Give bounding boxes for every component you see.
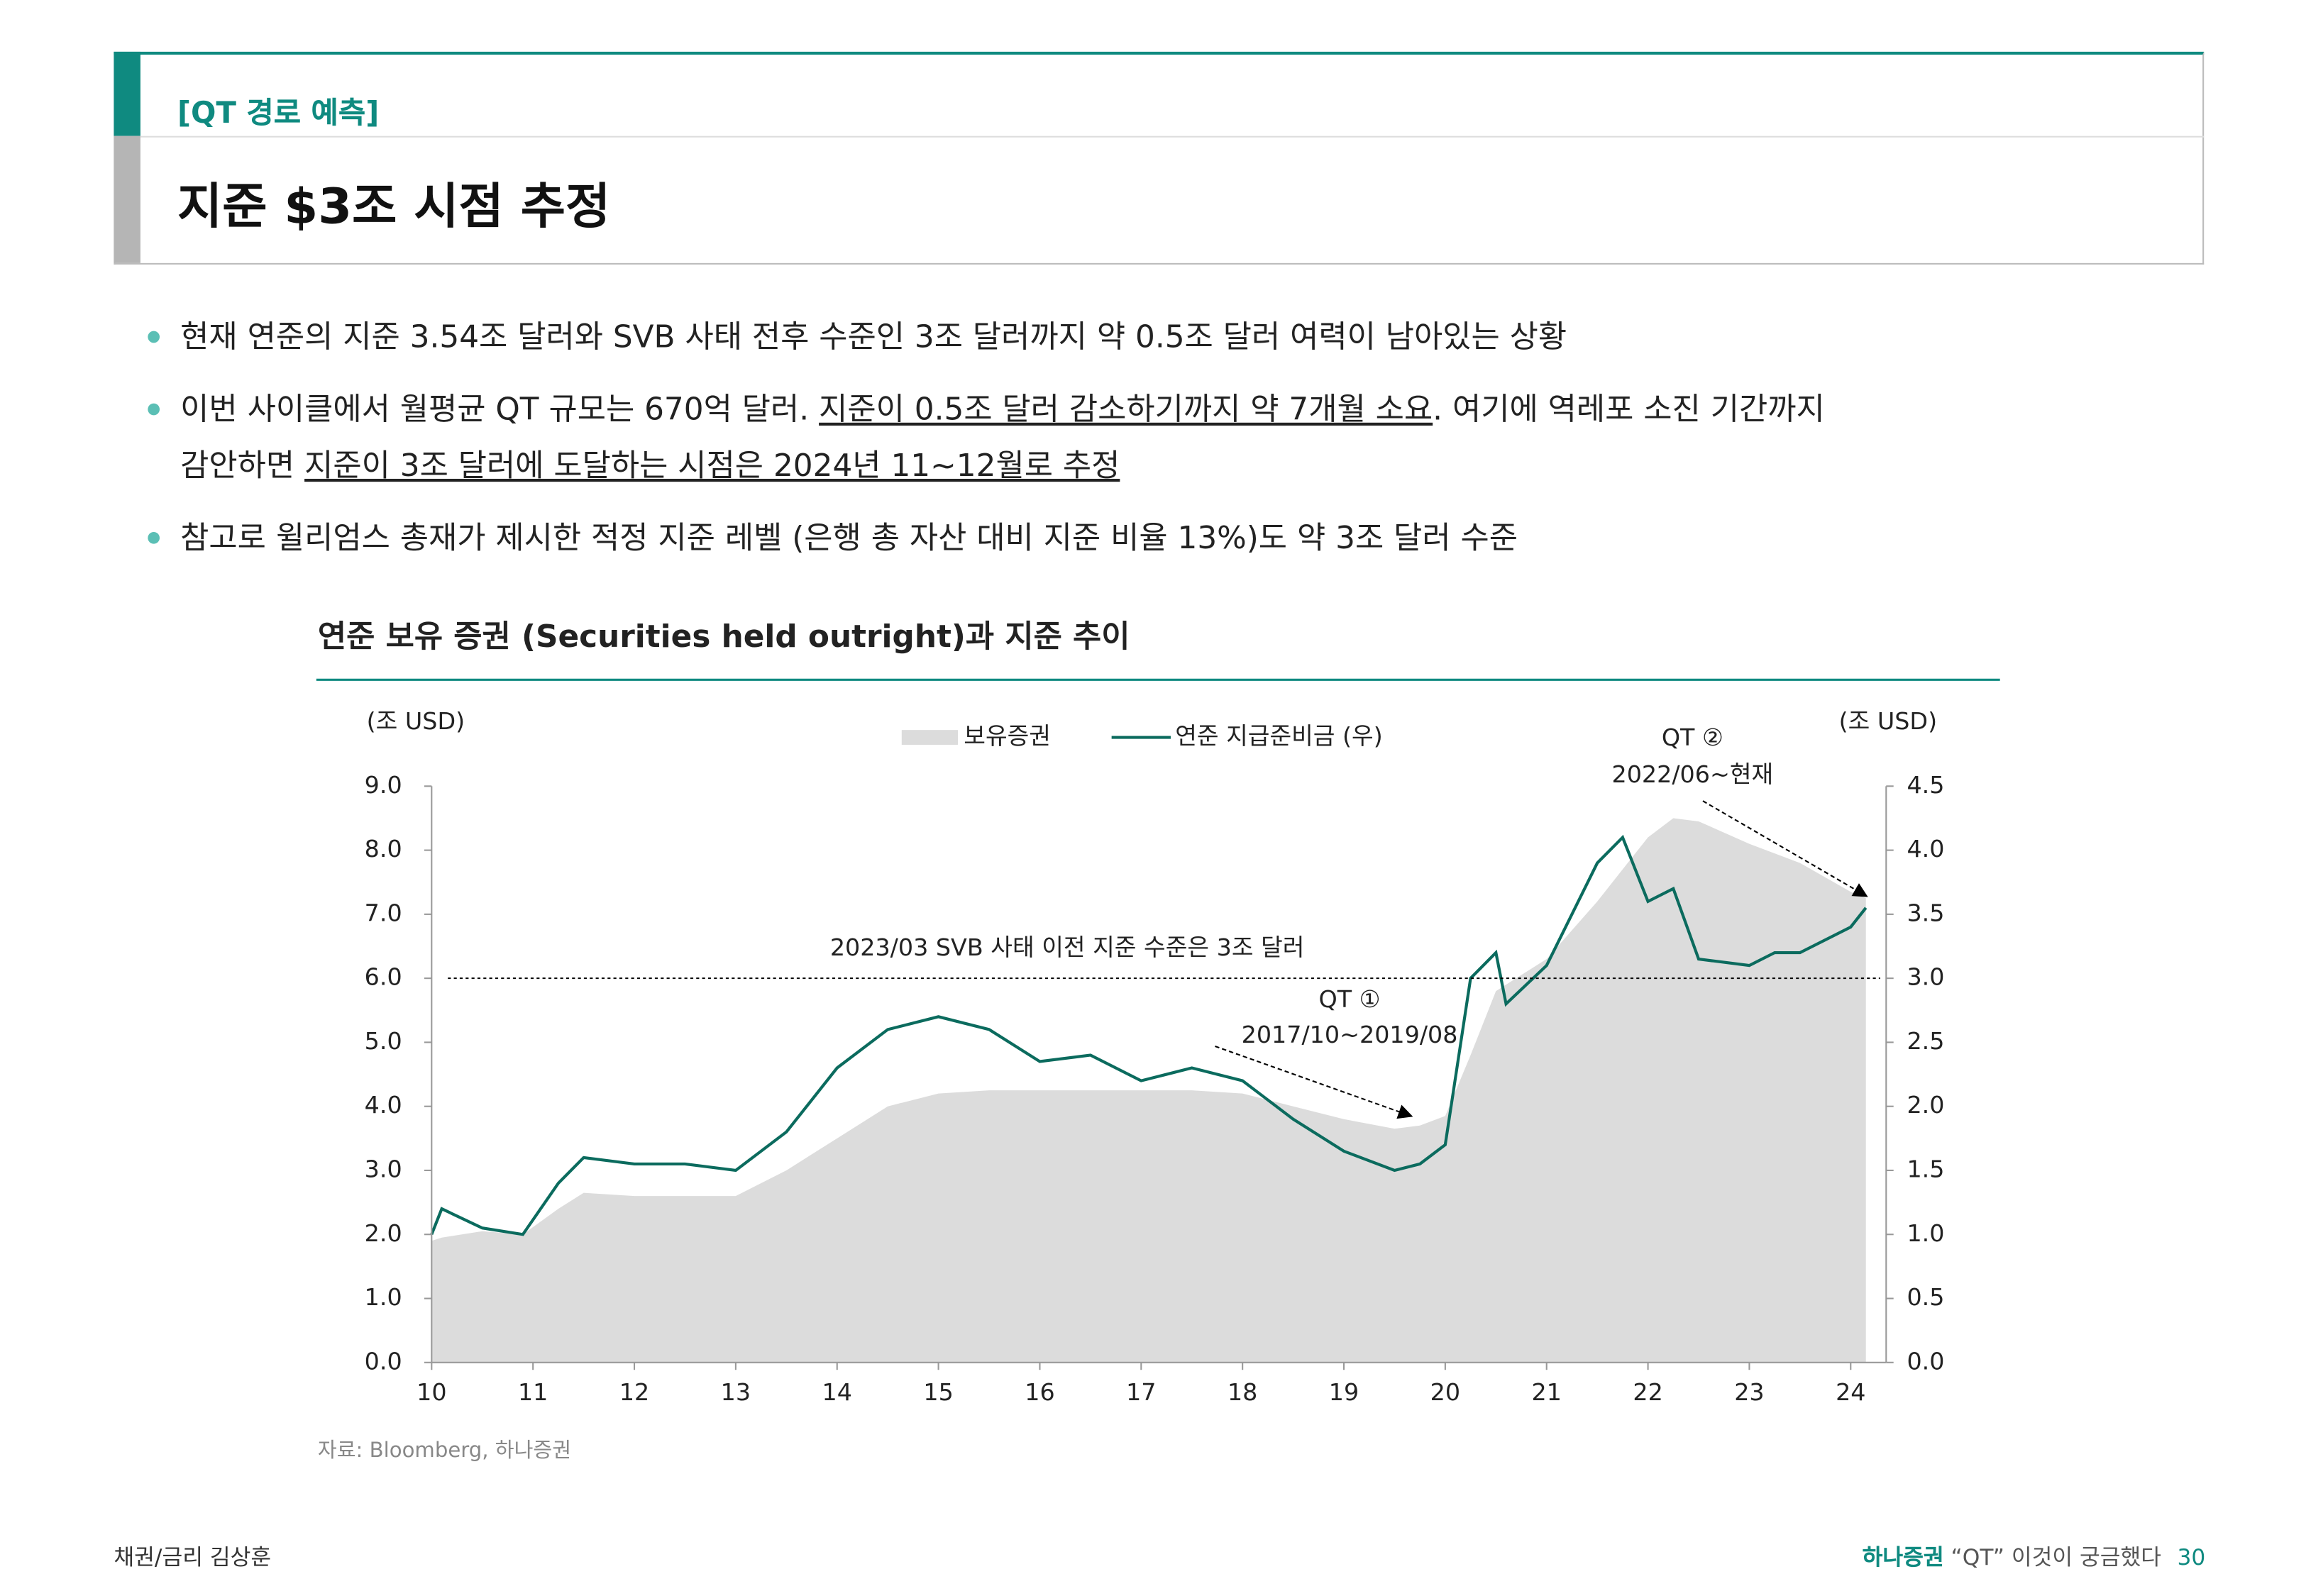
x-tick-label: 19 — [1329, 1378, 1359, 1406]
bullet-line: 참고로 윌리엄스 총재가 제시한 적정 지준 레벨 (은행 총 자산 대비 지준… — [180, 510, 1518, 566]
x-tick-label: 17 — [1126, 1378, 1156, 1406]
y-tick-label: 3.0 — [365, 1155, 402, 1182]
bullet-dot — [148, 403, 160, 416]
bullet-text: 참고로 윌리엄스 총재가 제시한 적정 지준 레벨 (은행 총 자산 대비 지준… — [180, 520, 1518, 556]
footer-doc: “QT” 이것이 궁금했다 — [1943, 1544, 2162, 1571]
bullet-text: 지준이 3조 달러에 도달하는 시점은 2024년 11~12월로 추정 — [304, 448, 1120, 484]
legend-label: 연준 지급준비금 (우) — [1175, 722, 1382, 750]
x-tick-label: 24 — [1836, 1378, 1865, 1406]
legend-label: 보유증권 — [964, 722, 1051, 750]
x-tick-label: 15 — [923, 1378, 953, 1406]
x-tick-label: 12 — [619, 1378, 649, 1406]
reserves-line — [430, 834, 1868, 1236]
y-axis-label: (조 USD) — [367, 707, 465, 735]
x-tick-label: 11 — [518, 1378, 548, 1406]
holdings-area — [431, 818, 1866, 1363]
x-tick-label: 18 — [1228, 1378, 1257, 1406]
x-tick-label: 23 — [1734, 1378, 1764, 1406]
annotation-arrow — [1215, 1045, 1413, 1119]
bullet-text: 감안하면 — [180, 448, 305, 484]
y-tick-label: 4.0 — [365, 1091, 402, 1119]
footer-right: 하나증권 “QT” 이것이 궁금했다 30 — [1863, 1541, 2206, 1573]
bullet-text: . 여기에 역레포 소진 기간까지 — [1433, 392, 1825, 428]
bullet-text: 현재 연준의 지준 3.54조 달러와 SVB 사태 전후 수준인 3조 달러까… — [180, 318, 1567, 355]
x-tick-label: 14 — [822, 1378, 852, 1406]
y2-axis-label: (조 USD) — [1839, 707, 1937, 735]
header-subtitle: [QT 경로 예측] — [177, 94, 380, 131]
reference-label: 2023/03 SVB 사태 이전 지준 수준은 3조 달러 — [830, 933, 1305, 961]
bullet-line: 감안하면 지준이 3조 달러에 도달하는 시점은 2024년 11~12월로 추… — [180, 438, 1825, 494]
page-number: 30 — [2177, 1544, 2206, 1571]
y-tick-label: 1.0 — [365, 1283, 402, 1311]
y-tick-label: 9.0 — [365, 771, 402, 799]
y2-tick-label: 3.0 — [1907, 963, 1944, 991]
y-tick-label: 8.0 — [365, 835, 402, 863]
y2-tick-label: 2.5 — [1907, 1027, 1944, 1055]
x-tick-label: 20 — [1430, 1378, 1460, 1406]
y2-tick-label: 3.5 — [1907, 899, 1944, 926]
y-tick-label: 7.0 — [365, 899, 402, 926]
bullet: 참고로 윌리엄스 총재가 제시한 적정 지준 레벨 (은행 총 자산 대비 지준… — [148, 510, 1518, 566]
bullet-text: 지준이 0.5조 달러 감소하기까지 약 7개월 소요 — [819, 392, 1433, 428]
bullet: 현재 연준의 지준 3.54조 달러와 SVB 사태 전후 수준인 3조 달러까… — [148, 309, 1567, 365]
y2-tick-label: 2.0 — [1907, 1091, 1944, 1119]
y2-tick-label: 0.0 — [1907, 1347, 1944, 1375]
y-tick-label: 2.0 — [365, 1219, 402, 1247]
header-strip — [114, 51, 140, 136]
y-tick-label: 6.0 — [365, 963, 402, 991]
bullet: 이번 사이클에서 월평균 QT 규모는 670억 달러. 지준이 0.5조 달러… — [148, 381, 1825, 494]
y-tick-label: 5.0 — [365, 1027, 402, 1055]
source: 자료: Bloomberg, 하나증권 — [318, 1438, 571, 1462]
bullet-line: 이번 사이클에서 월평균 QT 규모는 670억 달러. 지준이 0.5조 달러… — [180, 381, 1825, 437]
annotation: QT ① — [1319, 985, 1381, 1013]
bullet-line: 현재 연준의 지준 3.54조 달러와 SVB 사태 전후 수준인 3조 달러까… — [180, 309, 1567, 365]
y2-tick-label: 1.0 — [1907, 1219, 1944, 1247]
footer-brand: 하나증권 — [1862, 1544, 1944, 1571]
bullet-text: 이번 사이클에서 월평균 QT 규모는 670억 달러. — [180, 392, 820, 428]
y2-tick-label: 4.0 — [1907, 835, 1944, 863]
x-tick-label: 16 — [1025, 1378, 1054, 1406]
footer-author: 채권/금리 김상훈 — [114, 1544, 272, 1571]
header-strip — [114, 135, 140, 263]
header-title: 지준 $3조 시점 추정 — [177, 177, 611, 235]
annotation: 2022/06~현재 — [1612, 760, 1774, 788]
annotation-arrow — [1702, 800, 1868, 897]
x-tick-label: 10 — [416, 1378, 446, 1406]
x-tick-label: 21 — [1532, 1378, 1562, 1406]
y2-tick-label: 1.5 — [1907, 1155, 1944, 1182]
header-divider — [140, 135, 2205, 138]
x-tick-label: 22 — [1633, 1378, 1662, 1406]
x-tick-label: 13 — [721, 1378, 751, 1406]
bullet-dot — [148, 531, 160, 544]
annotation: QT ② — [1662, 724, 1723, 751]
legend-swatch — [901, 730, 958, 745]
chart-title: 연준 보유 증권 (Securities held outright)과 지준 … — [318, 619, 1130, 655]
y-tick-label: 0.0 — [365, 1347, 402, 1375]
bullet-dot — [148, 331, 160, 343]
annotation: 2017/10~2019/08 — [1242, 1021, 1458, 1048]
y2-tick-label: 4.5 — [1907, 771, 1944, 799]
y2-tick-label: 0.5 — [1907, 1283, 1944, 1311]
